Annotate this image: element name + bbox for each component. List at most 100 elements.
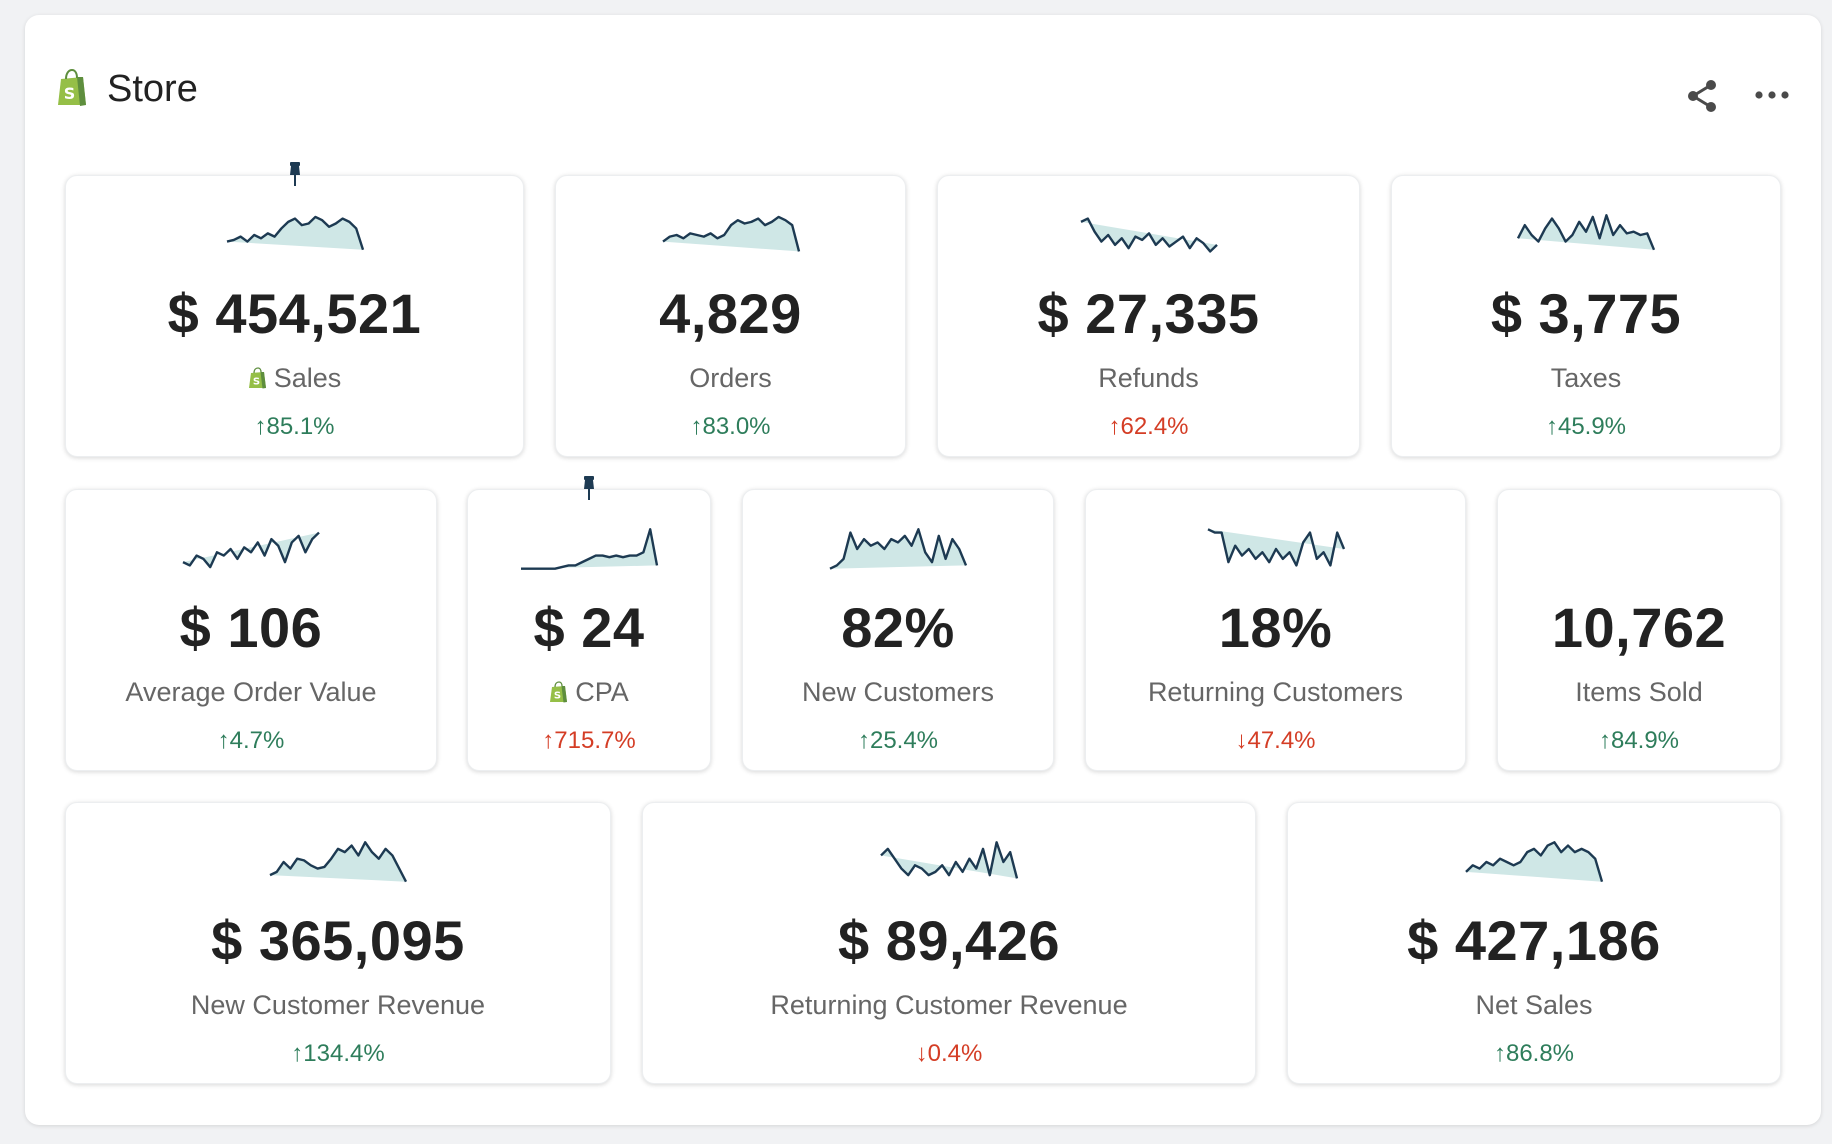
sparkline-chart bbox=[880, 841, 1019, 879]
sparkline-chart bbox=[226, 215, 364, 251]
pin-icon[interactable] bbox=[287, 161, 303, 187]
metric-label: S Sales bbox=[66, 362, 523, 394]
sparkline-area bbox=[662, 216, 799, 252]
metric-change: ↑83.0% bbox=[690, 413, 771, 440]
sparkline-line bbox=[1516, 214, 1656, 251]
metric-value: $ 427,186 bbox=[1407, 909, 1661, 972]
metric-label-text: Taxes bbox=[1550, 363, 1622, 393]
metric-value: 82% bbox=[841, 596, 955, 659]
metric-card-net-sales[interactable]: $ 427,186 Net Sales ↑86.8% bbox=[1287, 802, 1781, 1084]
metric-card-returning-customer-revenue[interactable]: $ 89,426 Returning Customer Revenue ↓0.4% bbox=[642, 802, 1256, 1084]
metric-label: Net Sales bbox=[1288, 989, 1780, 1021]
metric-value: $ 365,095 bbox=[211, 909, 465, 972]
sparkline-line bbox=[1206, 528, 1345, 567]
shopify-bag-icon: S bbox=[58, 69, 86, 106]
sparkline-chart bbox=[1516, 214, 1656, 251]
sparkline-line bbox=[661, 215, 800, 252]
metric-card-cpa[interactable]: $ 24 S CPA ↑715.7% bbox=[467, 489, 711, 771]
pin-icon[interactable] bbox=[581, 475, 597, 501]
metric-card-sales[interactable]: $ 454,521 S Sales ↑85.1% bbox=[65, 175, 524, 457]
metric-change: ↑4.7% bbox=[217, 727, 285, 754]
sparkline-area bbox=[1207, 529, 1344, 566]
metric-change: ↑86.8% bbox=[1493, 1040, 1575, 1067]
metric-label: New Customer Revenue bbox=[66, 989, 610, 1021]
metric-change: ↑134.4% bbox=[291, 1040, 385, 1067]
sparkline-area bbox=[270, 842, 406, 882]
metric-label-text: New Customer Revenue bbox=[190, 990, 486, 1020]
sparkline-line bbox=[521, 528, 659, 570]
sparkline-line bbox=[1079, 217, 1218, 253]
metric-label-text: Average Order Value bbox=[125, 677, 377, 707]
metric-change: ↑62.4% bbox=[1108, 413, 1189, 440]
metric-value: 18% bbox=[1218, 596, 1333, 659]
sparkline-chart bbox=[1465, 841, 1604, 883]
metric-value: $ 106 bbox=[179, 596, 323, 659]
share-icon[interactable] bbox=[1683, 77, 1721, 115]
metric-card-orders[interactable]: 4,829 Orders ↑83.0% bbox=[555, 175, 906, 457]
metric-label: Taxes bbox=[1392, 362, 1780, 394]
metric-label: Orders bbox=[556, 362, 905, 394]
sparkline-chart bbox=[182, 531, 320, 569]
metric-card-items-sold[interactable]: 10,762 Items Sold ↑84.9% bbox=[1497, 489, 1781, 771]
metric-label-text: CPA bbox=[575, 677, 629, 707]
metric-change: ↑25.4% bbox=[857, 727, 939, 754]
metric-label: S CPA bbox=[468, 676, 710, 708]
sparkline-line bbox=[880, 841, 1019, 879]
widget-header: S Store bbox=[55, 55, 1791, 115]
sparkline-chart bbox=[521, 528, 659, 570]
sparkline-area bbox=[521, 529, 657, 569]
metric-value: $ 89,426 bbox=[838, 909, 1060, 972]
metric-card-returning-customers[interactable]: 18% Returning Customers ↓47.4% bbox=[1085, 489, 1466, 771]
metric-label-text: Sales bbox=[273, 363, 342, 393]
sparkline-line bbox=[1465, 841, 1604, 883]
metric-change: ↑84.9% bbox=[1598, 727, 1680, 754]
sparkline-chart bbox=[1079, 217, 1218, 253]
shopify-bag-icon: S bbox=[248, 367, 266, 389]
metric-change: ↑715.7% bbox=[542, 727, 636, 754]
metric-card-refunds[interactable]: $ 27,335 Refunds ↑62.4% bbox=[937, 175, 1360, 457]
sparkline-area bbox=[183, 532, 319, 568]
metric-card-taxes[interactable]: $ 3,775 Taxes ↑45.9% bbox=[1391, 175, 1781, 457]
metric-card-new-customer-revenue[interactable]: $ 365,095 New Customer Revenue ↑134.4% bbox=[65, 802, 611, 1084]
svg-text:S: S bbox=[554, 691, 561, 702]
sparkline-line bbox=[269, 841, 408, 883]
metric-value: $ 27,335 bbox=[1037, 282, 1260, 345]
shopify-bag-icon: S bbox=[550, 681, 568, 703]
metric-value: 10,762 bbox=[1551, 596, 1727, 659]
sparkline-line bbox=[182, 531, 320, 569]
metric-value: $ 24 bbox=[533, 596, 645, 659]
metric-change: ↓47.4% bbox=[1235, 727, 1316, 754]
metric-label: Average Order Value bbox=[66, 676, 436, 708]
sparkline-line bbox=[226, 215, 364, 251]
metric-label-text: Items Sold bbox=[1575, 677, 1703, 707]
metric-label-text: Orders bbox=[689, 363, 772, 393]
metric-label-text: Returning Customers bbox=[1147, 677, 1404, 707]
sparkline-area bbox=[830, 529, 966, 569]
metric-value: $ 3,775 bbox=[1490, 282, 1682, 345]
metric-value: 4,829 bbox=[659, 282, 802, 345]
metric-card-new-customers[interactable]: 82% New Customers ↑25.4% bbox=[742, 489, 1054, 771]
sparkline-chart bbox=[269, 841, 408, 883]
metric-card-aov[interactable]: $ 106 Average Order Value ↑4.7% bbox=[65, 489, 437, 771]
sparkline-chart bbox=[1206, 528, 1345, 567]
metric-label-text: Refunds bbox=[1098, 363, 1199, 393]
metric-label-text: Net Sales bbox=[1475, 990, 1593, 1020]
sparkline-chart bbox=[661, 215, 800, 252]
widget-title: Store bbox=[107, 68, 198, 110]
sparkline-line bbox=[829, 528, 968, 570]
metric-label: Items Sold bbox=[1498, 676, 1780, 708]
metric-change: ↑45.9% bbox=[1545, 413, 1627, 440]
svg-text:S: S bbox=[64, 84, 76, 103]
svg-text:S: S bbox=[253, 377, 260, 388]
metric-label: Returning Customers bbox=[1086, 676, 1465, 708]
metric-label: New Customers bbox=[743, 676, 1053, 708]
metric-label-text: Returning Customer Revenue bbox=[770, 990, 1128, 1020]
sparkline-area bbox=[226, 216, 363, 250]
sparkline-chart bbox=[829, 528, 968, 570]
metric-label: Refunds bbox=[938, 362, 1359, 394]
metric-change: ↑85.1% bbox=[254, 413, 335, 440]
metric-label: Returning Customer Revenue bbox=[643, 989, 1255, 1021]
more-options-icon[interactable] bbox=[1753, 85, 1791, 105]
metric-label-text: New Customers bbox=[801, 677, 995, 707]
metric-value: $ 454,521 bbox=[167, 282, 422, 345]
